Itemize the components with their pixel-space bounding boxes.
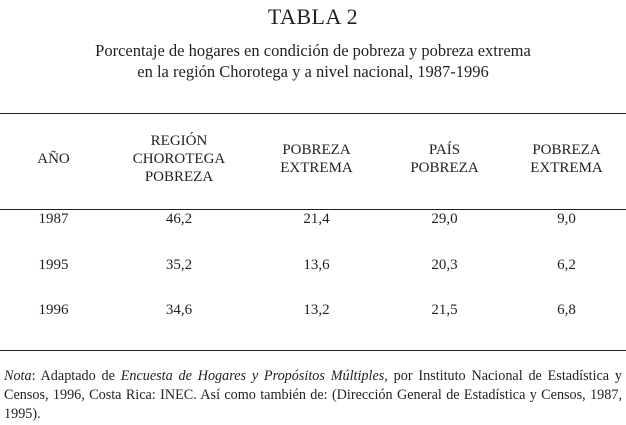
note-source-title: Encuesta de Hogares y Propósitos Múltipl… <box>120 368 385 384</box>
table-note: Nota: Adaptado de Encuesta de Hogares y … <box>4 367 622 424</box>
cell-value: 20,3 <box>431 256 458 273</box>
column-header-year: AÑO <box>37 151 70 167</box>
cell-value: 21,4 <box>303 210 330 227</box>
cell-year: 1987 <box>38 210 69 227</box>
note-label: Nota <box>4 368 32 384</box>
header-row: AÑO REGIÓN CHOROTEGA POBREZA POBREZA EXTREM… <box>0 128 626 190</box>
cell-value: 6,2 <box>557 256 576 273</box>
note-text-after: , por Instituto Nacional de Estadística … <box>4 368 622 422</box>
cell-year: 1996 <box>38 301 69 318</box>
column-header-region-extreme: POBREZA EXTREMA <box>280 142 353 176</box>
table-subtitle: Porcentaje de hogares en condición de po… <box>0 40 626 82</box>
cell-value: 9,0 <box>557 210 576 227</box>
table-title: TABLA 2 <box>267 4 359 29</box>
subtitle-line-2: en la región Chorotega y a nivel naciona… <box>137 62 489 81</box>
poverty-table: AÑO REGIÓN CHOROTEGA POBREZA POBREZA EXTREM… <box>0 128 626 334</box>
column-header-region-poverty: REGIÓN CHOROTEGA POBREZA <box>132 133 226 185</box>
column-header-country-poverty: PAÍS POBREZA <box>410 142 479 176</box>
cell-value: 13,2 <box>303 301 330 318</box>
cell-value: 6,8 <box>557 301 576 318</box>
cell-value: 46,2 <box>165 210 193 227</box>
top-rule <box>0 113 626 114</box>
column-header-country-extreme: POBREZA EXTREMA <box>530 142 603 176</box>
subtitle-line-1: Porcentaje de hogares en condición de po… <box>95 41 531 60</box>
table-row: 1987 46,2 21,4 29,0 9,0 <box>0 190 626 244</box>
header-rule <box>0 209 626 210</box>
bottom-rule <box>0 350 626 351</box>
note-text-before: : Adaptado de <box>31 368 121 384</box>
cell-value: 21,5 <box>431 301 458 318</box>
cell-value: 13,6 <box>303 256 330 273</box>
cell-value: 29,0 <box>431 210 458 227</box>
cell-year: 1995 <box>38 256 69 273</box>
table-row: 1996 34,6 13,2 21,5 6,8 <box>0 286 626 334</box>
cell-value: 35,2 <box>165 256 193 273</box>
table-row: 1995 35,2 13,6 20,3 6,2 <box>0 244 626 286</box>
cell-value: 34,6 <box>165 301 193 318</box>
